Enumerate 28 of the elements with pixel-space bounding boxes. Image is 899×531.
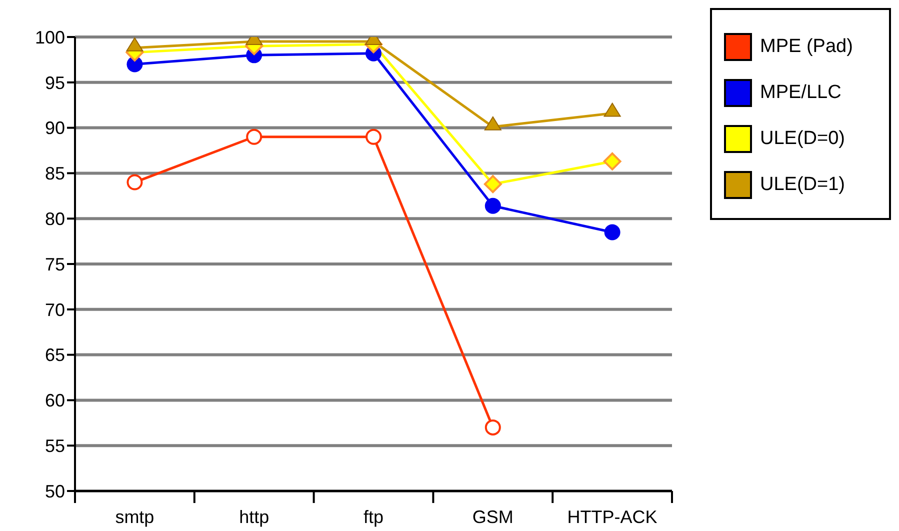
point bbox=[366, 128, 382, 145]
point bbox=[484, 175, 502, 194]
legend-label: ULE(D=1) bbox=[760, 174, 845, 196]
x-tick-label: smtp bbox=[115, 507, 154, 527]
point bbox=[484, 198, 501, 214]
point bbox=[604, 224, 620, 240]
y-tick-label: 50 bbox=[44, 481, 65, 502]
x-tick-label: http bbox=[239, 507, 270, 527]
point bbox=[246, 128, 262, 145]
y-tick-label: 70 bbox=[44, 300, 65, 320]
y-tick-label: 60 bbox=[44, 390, 65, 411]
y-tick-label: 95 bbox=[44, 72, 65, 93]
legend-label: MPE/LLC bbox=[760, 82, 842, 104]
y-tick-label: 80 bbox=[44, 208, 65, 229]
y-tick-label: 90 bbox=[44, 118, 65, 138]
x-tick-label: HTTP-ACK bbox=[567, 507, 658, 527]
x-tick-label: GSM bbox=[472, 507, 514, 527]
legend-label: MPE (Pad) bbox=[760, 36, 853, 58]
x-tick-label: ftp bbox=[363, 507, 384, 527]
y-tick-label: 85 bbox=[44, 164, 65, 184]
y-tick-label: 55 bbox=[44, 436, 65, 456]
point bbox=[484, 419, 501, 436]
y-tick-label: 75 bbox=[44, 254, 65, 274]
y-tick-label: 100 bbox=[34, 27, 65, 48]
point bbox=[603, 152, 622, 170]
point bbox=[126, 174, 143, 190]
legend-label: ULE(D=0) bbox=[760, 128, 845, 150]
y-tick-label: 65 bbox=[44, 345, 65, 366]
